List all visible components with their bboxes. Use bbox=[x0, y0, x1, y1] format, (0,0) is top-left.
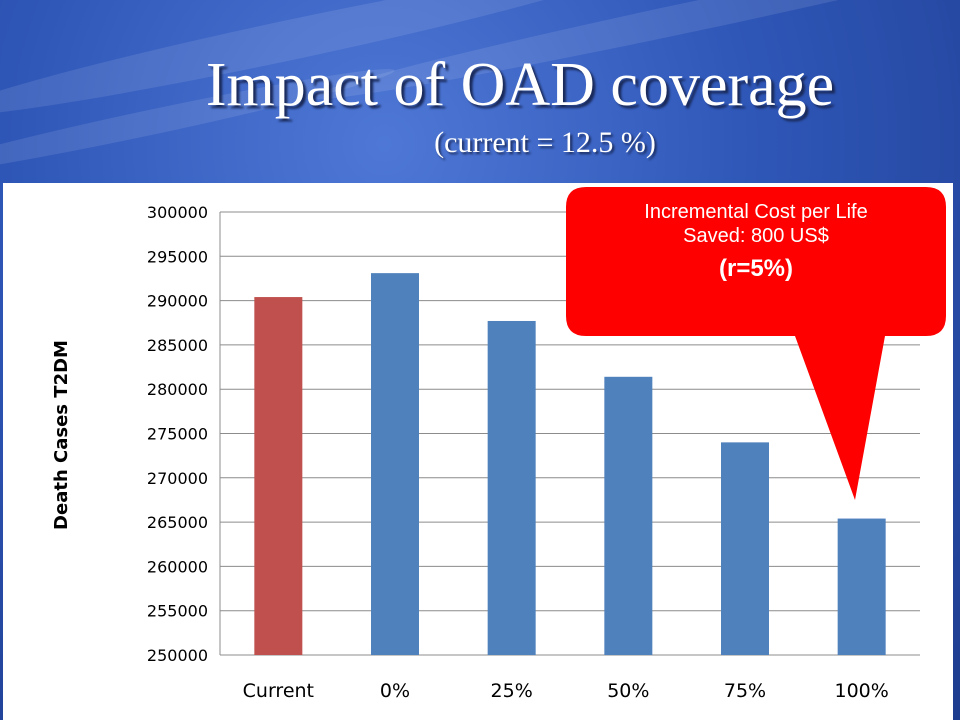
y-tick-label: 270000 bbox=[147, 469, 208, 488]
callout-text: Incremental Cost per Life Saved: 800 US$… bbox=[566, 200, 946, 286]
y-tick-label: 275000 bbox=[147, 425, 208, 444]
bar bbox=[371, 273, 419, 655]
bar bbox=[721, 442, 769, 655]
x-tick-label: 75% bbox=[724, 680, 766, 702]
y-tick-label: 285000 bbox=[147, 336, 208, 355]
slide-subtitle: (current = 12.5 %) bbox=[434, 126, 656, 159]
y-tick-label: 295000 bbox=[147, 247, 208, 266]
y-axis-label: Death Cases T2DM bbox=[51, 340, 72, 530]
bar bbox=[837, 518, 886, 655]
callout-line-2: Saved: 800 US$ bbox=[683, 225, 829, 247]
y-tick-label: 300000 bbox=[147, 203, 208, 222]
x-tick-label: 50% bbox=[607, 680, 649, 702]
callout-line-3: (r=5%) bbox=[718, 255, 794, 282]
y-tick-label: 280000 bbox=[147, 380, 208, 399]
callout-line-1: Incremental Cost per Life bbox=[644, 201, 868, 223]
bar bbox=[487, 320, 536, 655]
bar bbox=[604, 376, 653, 655]
x-tick-label: 100% bbox=[835, 680, 889, 702]
x-tick-label: 25% bbox=[491, 680, 533, 702]
y-tick-label: 290000 bbox=[147, 292, 208, 311]
slide-title: Impact of OAD coverage bbox=[205, 51, 835, 119]
y-tick-label: 250000 bbox=[147, 646, 208, 665]
y-tick-label: 255000 bbox=[147, 602, 208, 621]
callout-bubble bbox=[566, 187, 946, 500]
bar bbox=[254, 297, 303, 655]
x-tick-label: 0% bbox=[380, 680, 410, 702]
y-tick-label: 260000 bbox=[147, 557, 208, 576]
x-tick-label: Current bbox=[243, 680, 314, 702]
y-tick-label: 265000 bbox=[147, 513, 208, 532]
